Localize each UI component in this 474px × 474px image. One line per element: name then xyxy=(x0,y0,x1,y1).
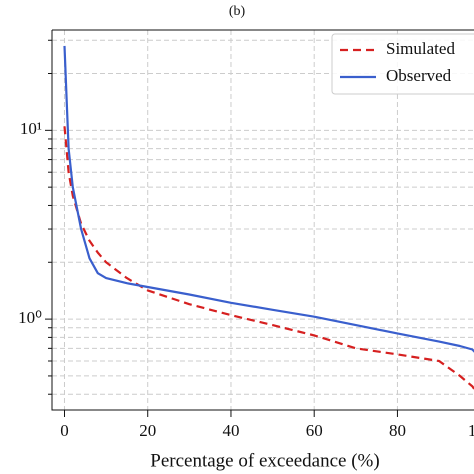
x-tick-label: 0 xyxy=(60,421,69,440)
x-tick-label: 100 xyxy=(468,421,474,440)
x-axis-label: Percentage of exceedance (%) xyxy=(150,450,379,471)
line-series xyxy=(63,45,474,353)
x-tick-label: 40 xyxy=(222,421,239,440)
legend: Simulated Observed xyxy=(331,33,474,95)
y-tick-label: 10⁰ xyxy=(18,308,42,327)
legend-label: Simulated xyxy=(386,39,455,58)
y-tick-label: 10¹ xyxy=(20,119,42,138)
x-tick-label: 80 xyxy=(389,421,406,440)
legend-label: Observed xyxy=(386,66,452,85)
axes-frame xyxy=(51,29,474,411)
line-series xyxy=(63,126,474,391)
x-tick-label: 20 xyxy=(139,421,156,440)
chart-title: (b) xyxy=(229,4,246,19)
x-tick-label: 60 xyxy=(306,421,323,440)
